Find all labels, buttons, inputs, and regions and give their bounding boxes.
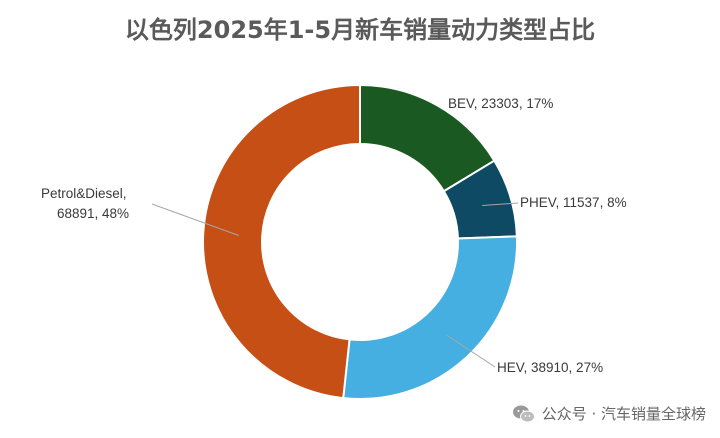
- leader-line-phev: [482, 202, 519, 207]
- slice-hev: [342, 235, 518, 400]
- label-bev: BEV, 23303, 17%: [448, 96, 553, 111]
- label-phev: PHEV, 11537, 8%: [520, 195, 627, 210]
- wechat-icon: [512, 405, 535, 422]
- data-labels-group: BEV, 23303, 17% PHEV, 11537, 8% HEV, 389…: [41, 96, 627, 375]
- leader-line-petrol-diesel: [151, 203, 239, 236]
- watermark-text: 公众号 · 汽车销量全球榜: [541, 405, 706, 423]
- label-petrol-diesel-line2: 68891, 48%: [57, 206, 129, 221]
- chart-title: 以色列2025年1-5月新车销量动力类型占比: [124, 16, 596, 44]
- label-hev: HEV, 38910, 27%: [497, 360, 603, 375]
- label-petrol-diesel-line1: Petrol&Diesel,: [41, 186, 127, 201]
- slice-petrol-diesel: [202, 83, 361, 400]
- leader-lines-group: [151, 202, 519, 368]
- slices-group: [202, 83, 518, 400]
- watermark: 公众号 · 汽车销量全球榜: [512, 403, 706, 424]
- leader-line-hev: [446, 334, 496, 368]
